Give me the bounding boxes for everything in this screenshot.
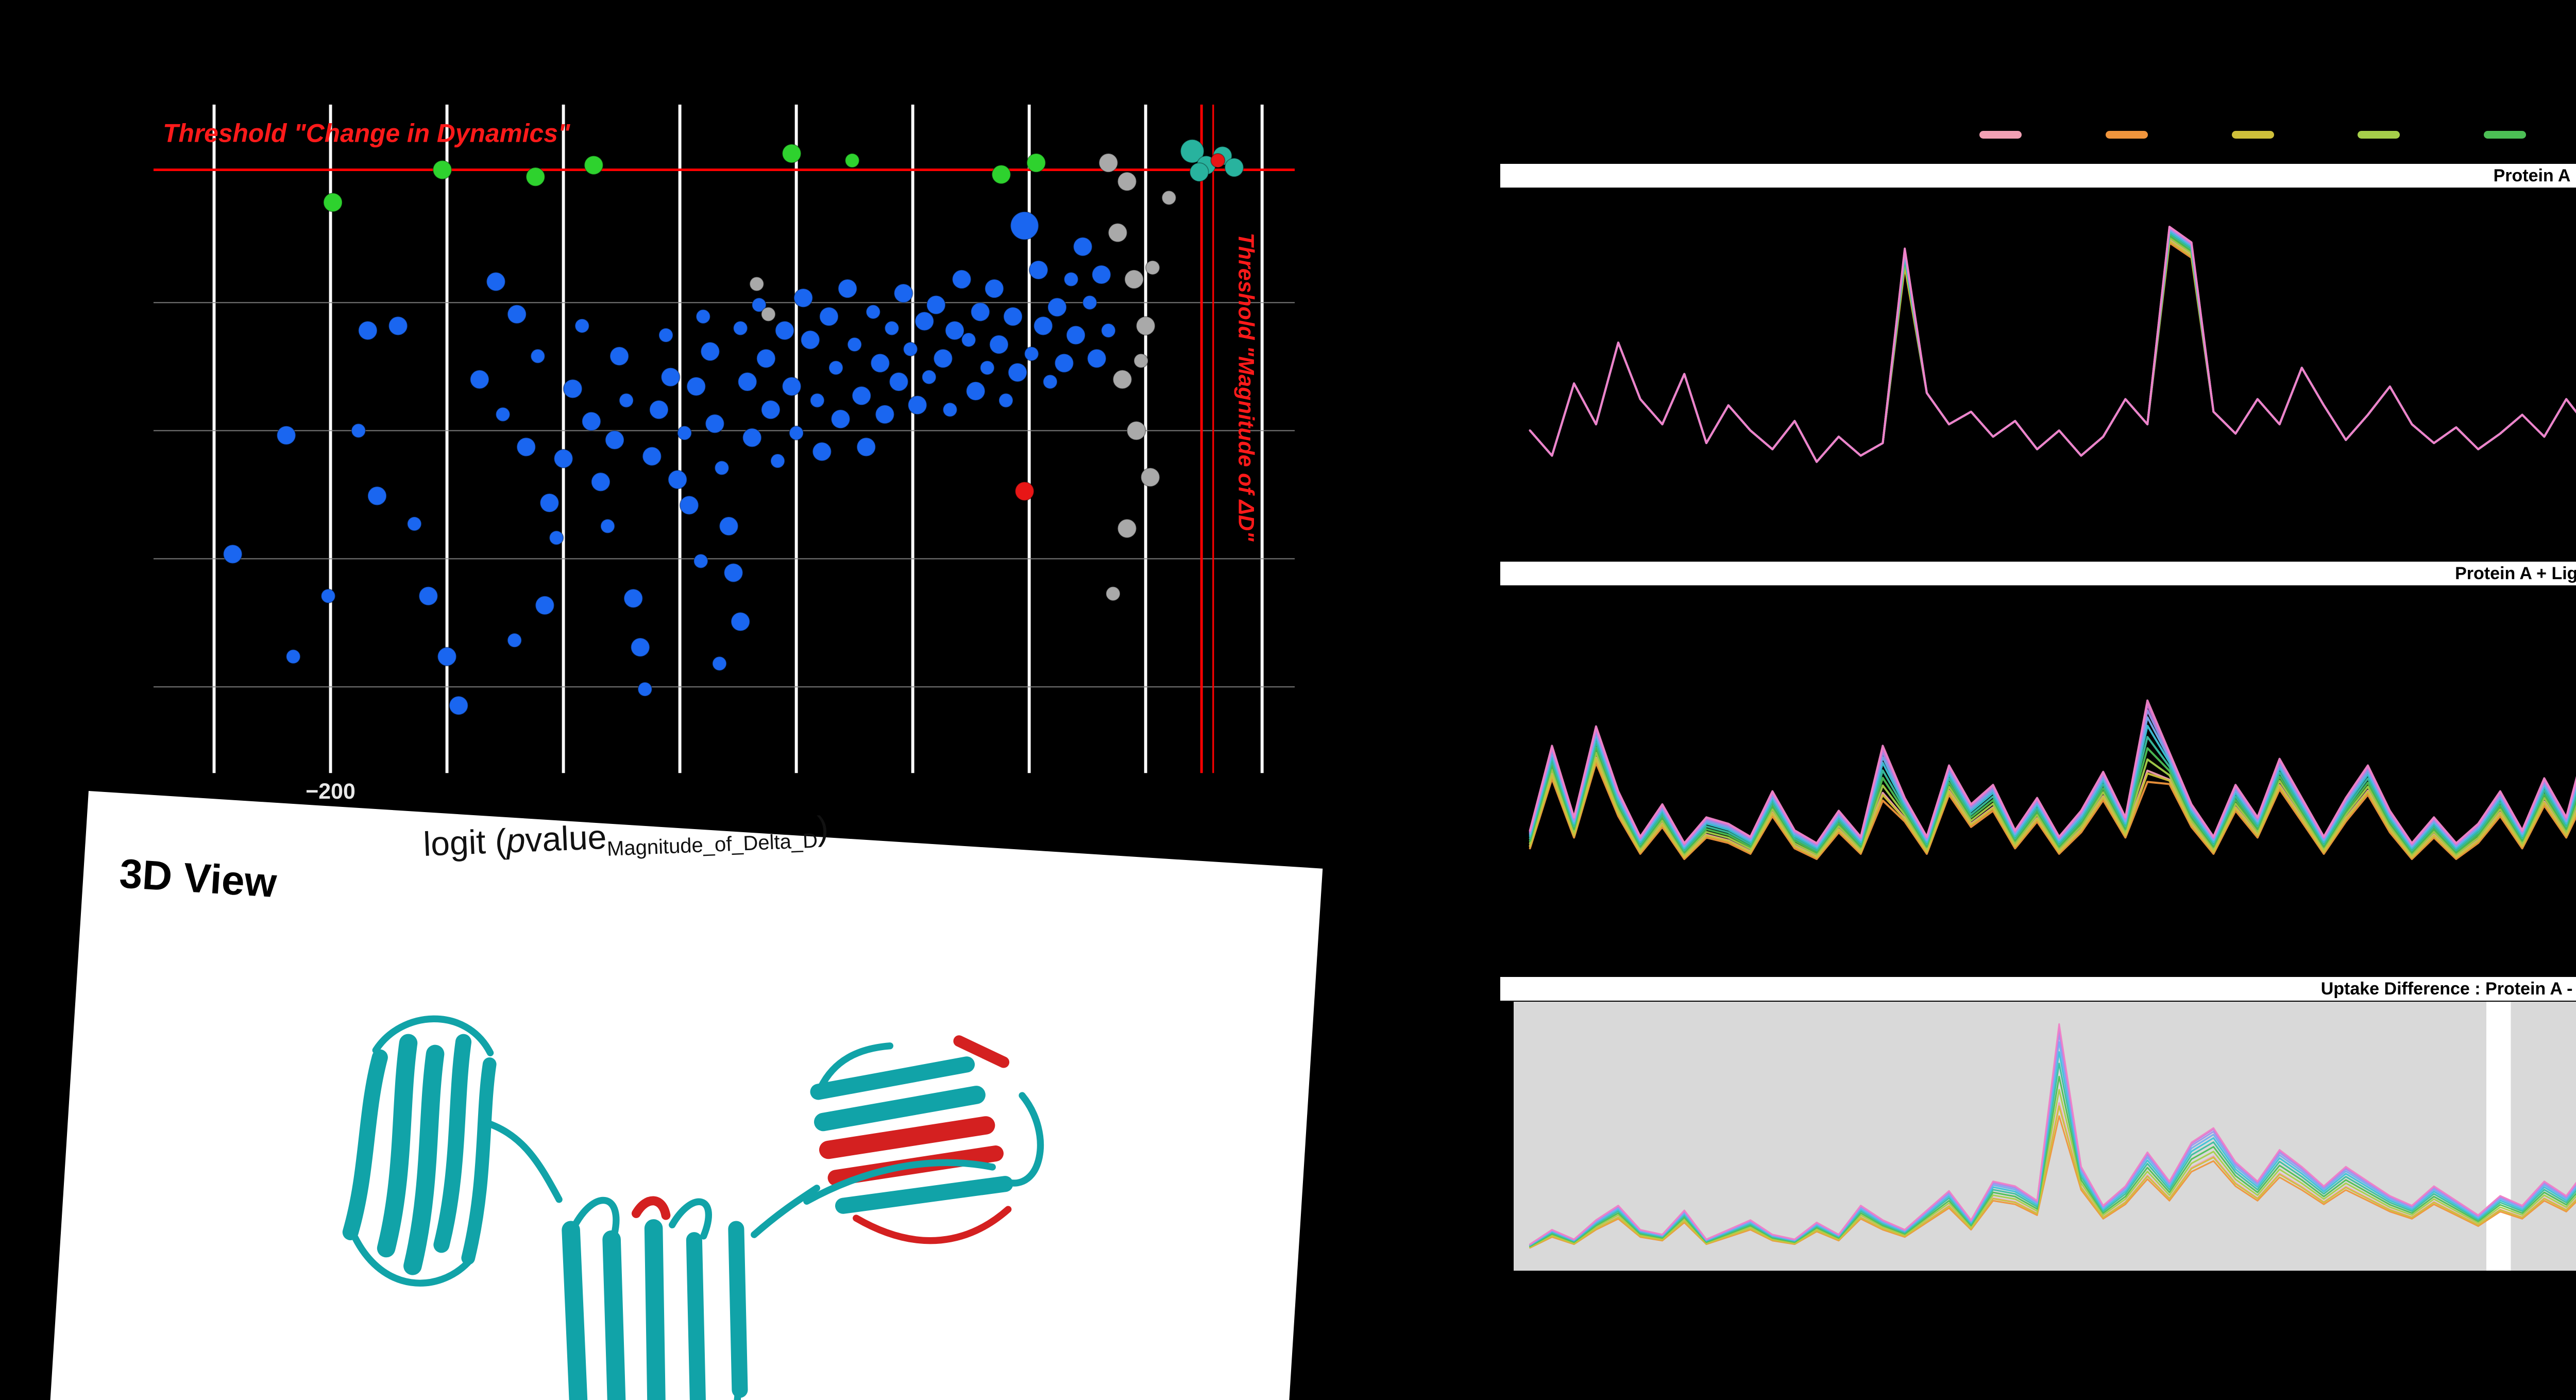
panel-title: Uptake Difference : Protein A - (Protein…: [2320, 979, 2576, 999]
uptake-series-line[interactable]: [1530, 240, 2576, 462]
xlabel-p: p: [505, 821, 526, 860]
ribbon-segment: [835, 1176, 1013, 1214]
ribbon-segment: [562, 1221, 588, 1400]
xlabel-prefix: logit (: [422, 821, 507, 863]
uptake-chart-protein-a[interactable]: [1514, 192, 2576, 540]
panel-title-bar-protein-a-ligand: Protein A + Ligand: [1500, 562, 2576, 585]
uptake-series-line[interactable]: [1530, 1052, 2576, 1245]
ribbon-segment: [461, 1057, 497, 1265]
uptake-series-line[interactable]: [1530, 1064, 2576, 1246]
ribbon-loop: [478, 1118, 563, 1203]
uptake-series-line[interactable]: [1530, 1116, 2576, 1248]
ribbon-highlight: [853, 1206, 1012, 1244]
ribbon-segment: [686, 1232, 706, 1400]
ribbon-loop: [572, 1196, 620, 1239]
uptake-series-line[interactable]: [1530, 233, 2576, 462]
uptake-series-line[interactable]: [1530, 238, 2576, 462]
threshold-dynamics-label: Threshold "Change in Dynamics": [163, 119, 571, 147]
ribbon-segment: [377, 1034, 418, 1258]
uptake-series-line[interactable]: [1530, 1090, 2576, 1247]
legend-swatch[interactable]: [2105, 130, 2148, 139]
xlabel-close: ): [816, 808, 829, 848]
ribbon-loop: [817, 1042, 894, 1091]
ribbon-segment: [814, 1086, 986, 1132]
panel-title: Protein A: [2493, 165, 2571, 185]
uptake-series-line[interactable]: [1530, 235, 2576, 462]
uptake-series-line[interactable]: [1530, 231, 2576, 462]
ribbon-loop: [669, 1198, 712, 1240]
ribbon-segment: [602, 1230, 626, 1400]
ribbon-highlight: [631, 1196, 671, 1220]
ribbon-loop: [751, 1185, 820, 1238]
uptake-series-line[interactable]: [1530, 1106, 2576, 1247]
uptake-series-line[interactable]: [1530, 748, 2576, 857]
panel-title-bar-protein-a: Protein A: [1500, 164, 2576, 188]
uptake-series-line[interactable]: [1530, 628, 2576, 844]
legend-swatch[interactable]: [1979, 130, 2022, 139]
panel-title-bar-uptake-difference: Uptake Difference : Protein A - (Protein…: [1500, 977, 2576, 1001]
ribbon-segment: [403, 1044, 445, 1275]
uptake-series-line[interactable]: [1530, 667, 2576, 848]
volcano-plot[interactable]: Threshold "Change in Dynamics" Threshold…: [154, 105, 1295, 803]
ribbon-segment: [433, 1034, 472, 1253]
series-legend: [1979, 128, 2576, 141]
ribbon-segment: [728, 1221, 748, 1398]
protein-ribbon[interactable]: [221, 946, 1072, 1400]
uptake-series-line[interactable]: [1530, 225, 2576, 462]
ribbon-loop: [372, 1015, 494, 1056]
legend-swatch[interactable]: [2231, 130, 2274, 139]
ribbon-loop: [1002, 1092, 1044, 1187]
uptake-series-line[interactable]: [1530, 230, 2576, 462]
ribbon-loop: [697, 1381, 741, 1400]
uptake-series-line[interactable]: [1530, 619, 2576, 843]
uptake-series-line[interactable]: [1530, 221, 2576, 462]
ribbon-highlight: [953, 1035, 1010, 1068]
panel-title: Protein A + Ligand: [2455, 563, 2576, 583]
uptake-series-line[interactable]: [1530, 638, 2576, 845]
scatter-points[interactable]: [223, 139, 1244, 716]
uptake-series-line[interactable]: [1530, 228, 2576, 462]
legend-swatch[interactable]: [2358, 130, 2400, 139]
xlabel-value: value: [524, 817, 607, 859]
ribbon-segment: [810, 1056, 975, 1100]
uptake-series-line[interactable]: [1530, 241, 2576, 462]
ribbon-segment: [342, 1049, 388, 1240]
uptake-difference-chart[interactable]: [1514, 1002, 2576, 1271]
3d-view-panel[interactable]: 3D View: [46, 791, 1323, 1400]
uptake-chart-protein-a-ligand[interactable]: [1514, 589, 2576, 950]
legend-swatch[interactable]: [2484, 130, 2527, 139]
ribbon-segment: [644, 1219, 666, 1400]
3d-view-title: 3D View: [118, 850, 278, 906]
ribbon-loop: [351, 1234, 471, 1287]
ribbon-highlight: [819, 1116, 995, 1159]
threshold-magnitude-label: Threshold "Magnitude of ΔD": [1234, 233, 1259, 542]
uptake-series-line[interactable]: [1530, 1076, 2576, 1246]
ribbon-loop: [803, 1159, 996, 1205]
x-tick-label: −200: [306, 779, 355, 803]
uptake-series-line[interactable]: [1530, 1024, 2576, 1244]
uptake-series-line[interactable]: [1530, 651, 2576, 847]
uptake-series-line[interactable]: [1530, 1042, 2576, 1245]
